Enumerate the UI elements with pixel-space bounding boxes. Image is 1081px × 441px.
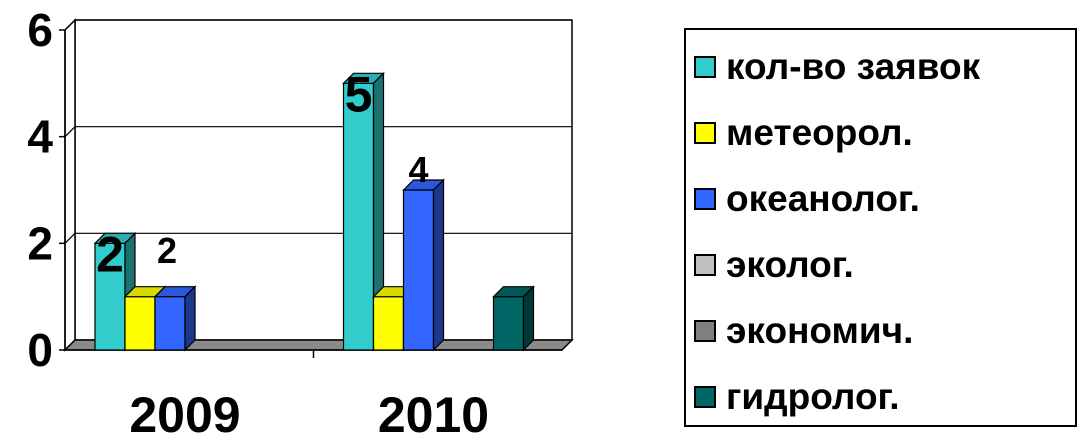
bar-side [184, 285, 196, 352]
legend-swatch [694, 386, 716, 408]
y-tick-label: 2 [27, 217, 53, 269]
legend-swatch [694, 56, 716, 78]
bar-side [432, 178, 445, 352]
legend-swatch [694, 320, 716, 342]
legend-item: кол-во заявок [694, 46, 980, 88]
y-tick-label: 6 [27, 4, 53, 56]
data-label: 2 [96, 226, 124, 282]
legend-swatch [694, 188, 716, 210]
data-label: 4 [408, 149, 428, 190]
data-label: 5 [345, 66, 373, 122]
legend-item: эколог. [694, 244, 854, 286]
x-category-label: 2010 [378, 387, 489, 441]
data-label: 2 [157, 230, 177, 271]
legend-label: метеорол. [726, 112, 913, 153]
legend-swatch [694, 254, 716, 276]
y-tick-label: 0 [27, 324, 53, 376]
gridline-side [64, 19, 76, 31]
plot-side-wall [64, 18, 76, 352]
legend-label: гидролог. [726, 376, 900, 417]
legend-item: гидролог. [694, 376, 900, 418]
legend-label: океанолог. [726, 178, 920, 219]
gridline-side [64, 126, 76, 138]
legend-item: метеорол. [694, 112, 913, 154]
bar-front [492, 296, 525, 351]
chart-legend: кол-во заявок метеорол. океанолог. эколог. э… [684, 28, 1077, 427]
bar-front [154, 296, 186, 351]
legend-item: океанолог. [694, 178, 920, 220]
legend-swatch [694, 122, 716, 144]
gridline-side [64, 232, 76, 244]
legend-label: кол-во заявок [726, 46, 981, 87]
bar-front [124, 296, 156, 351]
bar-front [342, 82, 375, 351]
legend-label: экономич. [726, 310, 914, 351]
y-tick-label: 4 [27, 111, 53, 163]
bar-front [402, 189, 435, 351]
bar-front [372, 296, 405, 351]
bar-side [522, 285, 535, 352]
legend-label: эколог. [726, 244, 854, 285]
legend-item: экономич. [694, 310, 913, 352]
x-category-label: 2009 [129, 387, 240, 441]
